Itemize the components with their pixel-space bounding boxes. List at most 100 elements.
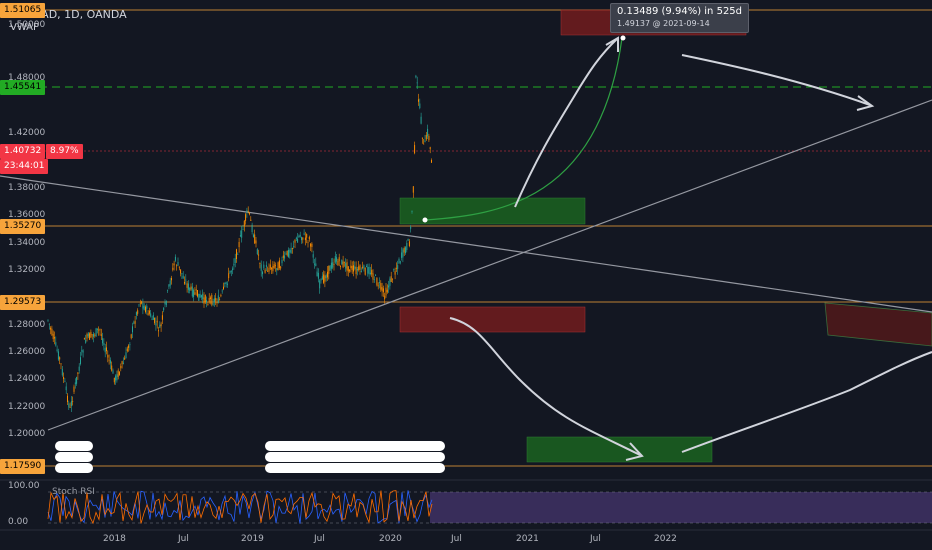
candle (262, 271, 263, 275)
candle (345, 263, 347, 269)
candle (285, 253, 287, 255)
candle (347, 266, 349, 272)
candle (200, 295, 202, 298)
candle (402, 249, 404, 258)
candle (354, 266, 356, 269)
candle (159, 324, 161, 328)
candle (207, 303, 209, 305)
red-supply-zone[interactable] (399, 306, 586, 333)
price-tag-level2[interactable]: 1.29573 (0, 295, 46, 310)
candle (420, 116, 422, 124)
candle (418, 99, 419, 102)
candle (398, 258, 400, 264)
candle (330, 262, 332, 269)
time-label: 2020 (379, 534, 402, 544)
time-label: 2021 (516, 534, 539, 544)
candle (315, 263, 317, 267)
candle (61, 368, 63, 376)
candle (263, 264, 265, 268)
candle (289, 250, 291, 253)
candle (291, 248, 293, 249)
candle (178, 266, 180, 268)
price-tick: 1.48000 (8, 73, 46, 83)
candle (364, 267, 366, 275)
ascending-trendline[interactable] (47, 99, 932, 431)
candle (86, 334, 88, 339)
arrow-recovery-path[interactable] (681, 351, 932, 453)
candle (69, 406, 71, 408)
price-tag-level3[interactable]: 1.17590 (0, 459, 46, 474)
candle (55, 342, 57, 346)
arrow-down-path[interactable] (449, 317, 641, 456)
candle (267, 270, 269, 272)
candle (333, 264, 335, 265)
candle (249, 212, 250, 215)
price-tag-level1[interactable]: 1.35270 (0, 219, 46, 234)
candle (431, 159, 432, 163)
candle (167, 290, 169, 292)
price-tag-current[interactable]: 1.40732 (0, 144, 46, 159)
candle (236, 249, 237, 260)
candle (395, 267, 397, 269)
candle-countdown: 23:44:01 (0, 159, 49, 174)
candle (247, 211, 249, 212)
price-tick: 1.36000 (8, 210, 46, 220)
candle (141, 301, 143, 304)
stoch-rsi-title[interactable]: Stoch RSI (52, 487, 95, 497)
arrow-right-path[interactable] (681, 54, 871, 106)
candle (408, 241, 410, 247)
candle (397, 265, 399, 269)
candle (412, 186, 414, 193)
price-tag-top[interactable]: 1.51065 (0, 3, 46, 18)
candle (150, 313, 152, 317)
candle (211, 295, 213, 305)
event-markers[interactable] (55, 441, 445, 473)
candle (81, 350, 83, 352)
price-tick: 1.22000 (8, 402, 46, 412)
candle (52, 333, 54, 340)
candle (119, 371, 120, 375)
candle (369, 272, 371, 274)
candle (93, 333, 94, 337)
candle (272, 266, 274, 272)
candle (265, 265, 267, 267)
candle (87, 333, 89, 337)
candle (301, 237, 302, 241)
candle (325, 275, 327, 279)
candle (230, 271, 232, 273)
candle (197, 290, 198, 297)
candle (304, 237, 306, 241)
red-zone-right[interactable] (824, 302, 932, 347)
candle (210, 297, 211, 299)
candle (165, 300, 167, 306)
candle (269, 264, 271, 269)
candle (67, 395, 68, 403)
candle (401, 252, 403, 258)
candle (371, 270, 373, 275)
arrow-right-head (856, 95, 875, 111)
time-label: Jul (590, 534, 601, 544)
green-target-zone[interactable] (526, 436, 713, 463)
candle (108, 359, 110, 361)
price-tag-percent: 8.97% (46, 144, 83, 159)
candle (256, 249, 258, 255)
candle (311, 243, 313, 248)
candle (360, 270, 362, 273)
candle (132, 326, 133, 333)
candle (223, 286, 224, 290)
candle (220, 295, 222, 297)
time-label: 2022 (654, 534, 677, 544)
candle (195, 289, 197, 291)
arrow-up-path[interactable] (514, 37, 619, 208)
descending-trendline[interactable] (0, 175, 932, 313)
candle (385, 287, 387, 296)
measure-tooltip: 0.13489 (9.94%) in 525d 1.49137 @ 2021-0… (610, 3, 750, 33)
candle (107, 354, 109, 358)
indicator-vwap-label[interactable]: VWAP (10, 22, 40, 33)
candle (158, 330, 159, 332)
price-tick: 1.26000 (8, 347, 46, 357)
candle (320, 279, 322, 281)
candle (202, 293, 204, 300)
price-tag-green[interactable]: 1.45541 (0, 80, 46, 95)
